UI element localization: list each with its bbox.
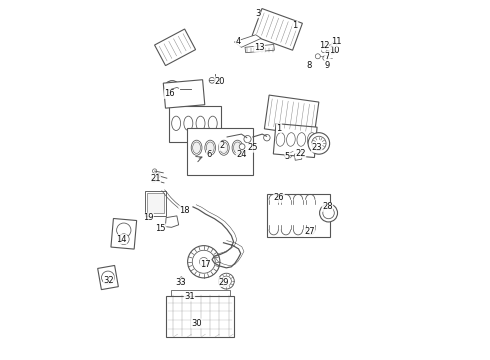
Bar xyxy=(169,107,221,142)
Ellipse shape xyxy=(208,116,217,131)
Text: 26: 26 xyxy=(274,193,284,202)
Circle shape xyxy=(219,273,234,289)
Text: 24: 24 xyxy=(236,150,246,159)
Polygon shape xyxy=(245,44,274,53)
Circle shape xyxy=(323,55,328,60)
Text: 1: 1 xyxy=(276,123,282,132)
Text: 4: 4 xyxy=(235,37,241,46)
Ellipse shape xyxy=(234,142,242,153)
Text: 28: 28 xyxy=(322,202,333,211)
Text: 21: 21 xyxy=(150,174,161,183)
Text: 23: 23 xyxy=(312,143,322,152)
Text: 29: 29 xyxy=(218,278,229,287)
Circle shape xyxy=(101,271,115,284)
Text: 31: 31 xyxy=(184,292,195,301)
Circle shape xyxy=(221,276,231,286)
Circle shape xyxy=(285,151,292,158)
Bar xyxy=(166,296,234,337)
Text: 16: 16 xyxy=(164,89,175,98)
Ellipse shape xyxy=(297,133,306,146)
Polygon shape xyxy=(294,151,302,160)
Circle shape xyxy=(244,135,251,143)
Ellipse shape xyxy=(287,133,295,146)
Text: 11: 11 xyxy=(331,37,342,46)
Ellipse shape xyxy=(220,142,228,153)
Bar xyxy=(145,191,166,216)
Bar xyxy=(163,80,205,108)
Bar xyxy=(273,123,317,158)
Bar xyxy=(268,194,330,237)
Circle shape xyxy=(188,246,220,278)
Text: 27: 27 xyxy=(304,228,315,237)
Circle shape xyxy=(323,207,334,219)
Circle shape xyxy=(331,42,337,47)
Text: 14: 14 xyxy=(116,235,126,244)
Text: 9: 9 xyxy=(325,61,330,70)
Bar xyxy=(171,290,230,296)
Ellipse shape xyxy=(184,116,193,131)
Text: 17: 17 xyxy=(200,260,211,269)
Text: 19: 19 xyxy=(143,213,153,222)
Circle shape xyxy=(152,169,157,173)
Text: 18: 18 xyxy=(179,206,189,215)
Ellipse shape xyxy=(206,142,214,153)
Bar xyxy=(98,265,119,290)
Bar xyxy=(147,193,164,213)
Bar xyxy=(111,219,137,249)
Circle shape xyxy=(329,49,334,54)
Circle shape xyxy=(168,84,177,93)
Text: 1: 1 xyxy=(293,21,298,30)
Circle shape xyxy=(239,144,245,149)
Text: 25: 25 xyxy=(247,143,257,152)
Circle shape xyxy=(315,54,320,59)
Text: 15: 15 xyxy=(155,224,166,233)
Text: 5: 5 xyxy=(285,152,290,161)
Circle shape xyxy=(192,250,215,273)
Ellipse shape xyxy=(232,140,243,155)
Ellipse shape xyxy=(307,133,316,146)
Ellipse shape xyxy=(191,140,202,155)
Text: 10: 10 xyxy=(329,46,340,55)
Circle shape xyxy=(321,48,326,53)
Circle shape xyxy=(312,136,326,150)
Circle shape xyxy=(319,204,338,222)
Text: 13: 13 xyxy=(254,43,265,52)
Polygon shape xyxy=(166,216,179,227)
Circle shape xyxy=(156,174,160,178)
Text: 6: 6 xyxy=(206,150,212,159)
Circle shape xyxy=(164,81,180,96)
Text: 7: 7 xyxy=(325,52,330,61)
Text: 20: 20 xyxy=(215,77,225,86)
Ellipse shape xyxy=(172,116,181,131)
Circle shape xyxy=(119,234,129,244)
Ellipse shape xyxy=(205,140,216,155)
Bar xyxy=(265,95,319,136)
Circle shape xyxy=(264,134,270,141)
Text: 8: 8 xyxy=(307,61,312,70)
Text: 2: 2 xyxy=(219,141,224,150)
Circle shape xyxy=(209,77,215,83)
Ellipse shape xyxy=(276,133,285,146)
Bar xyxy=(252,9,302,50)
Text: 30: 30 xyxy=(191,319,202,328)
Circle shape xyxy=(324,43,329,48)
Polygon shape xyxy=(193,87,202,95)
Circle shape xyxy=(117,223,131,237)
Circle shape xyxy=(199,257,208,266)
Circle shape xyxy=(151,178,156,182)
Bar xyxy=(154,29,196,66)
Ellipse shape xyxy=(193,142,200,153)
Text: 33: 33 xyxy=(175,278,186,287)
Ellipse shape xyxy=(196,116,205,131)
Text: 32: 32 xyxy=(103,276,114,285)
Polygon shape xyxy=(234,35,261,47)
Text: 12: 12 xyxy=(318,41,329,50)
Ellipse shape xyxy=(219,140,229,155)
Bar xyxy=(187,128,253,175)
Text: 22: 22 xyxy=(295,149,306,158)
Text: 3: 3 xyxy=(255,9,260,18)
Circle shape xyxy=(308,133,330,154)
